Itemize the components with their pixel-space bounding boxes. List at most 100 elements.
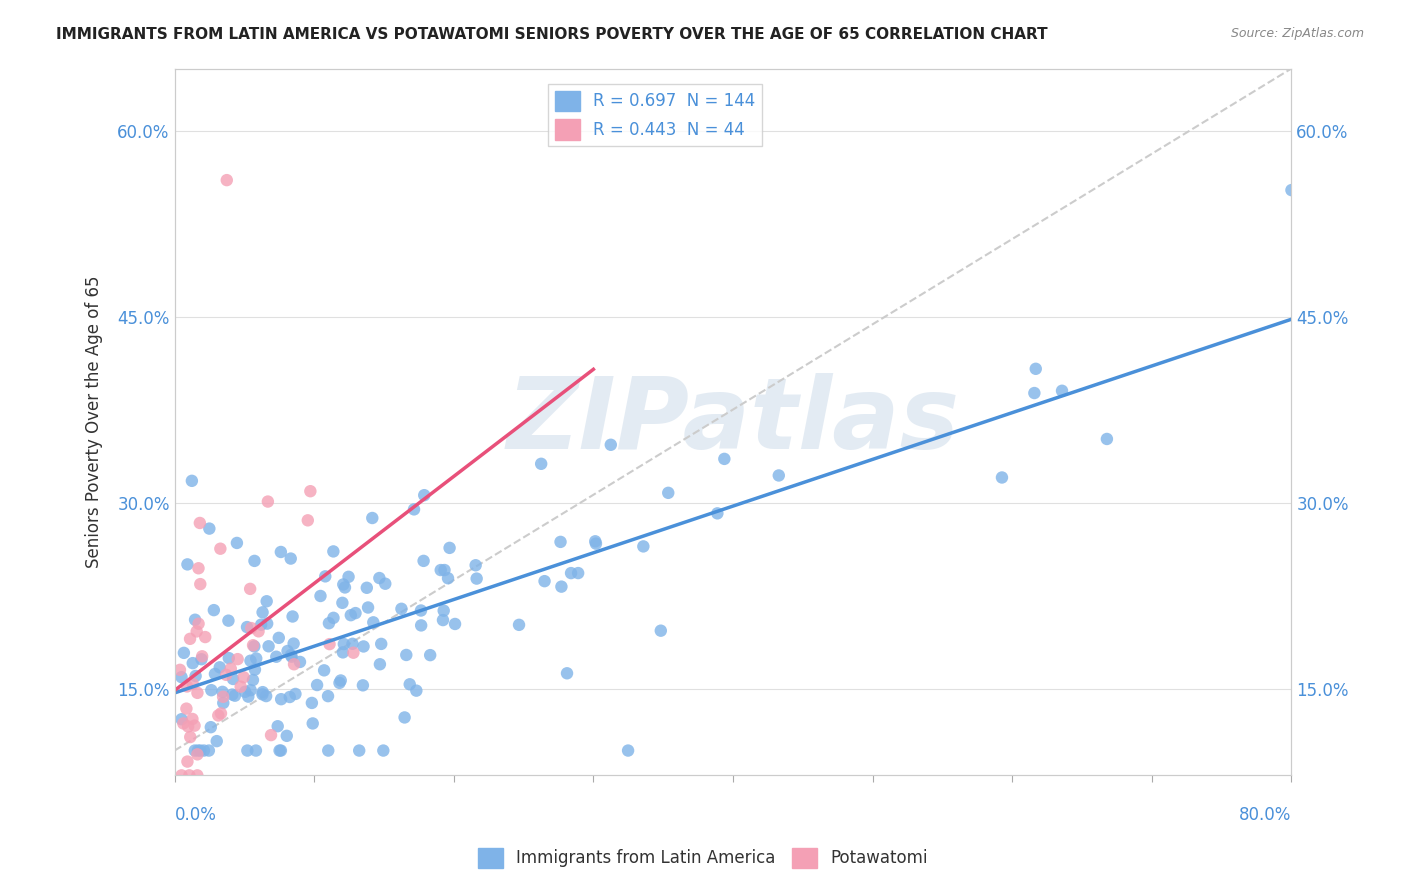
Point: [464, 558, 486, 573]
Point: [332, 577, 354, 591]
Point: [391, 602, 413, 616]
Point: [337, 570, 360, 584]
Point: [1024, 386, 1046, 401]
Point: [188, 516, 211, 530]
Point: [198, 743, 221, 757]
Point: [713, 451, 735, 466]
Point: [307, 678, 329, 692]
Point: [218, 651, 240, 665]
Point: [239, 582, 262, 596]
Point: [184, 613, 207, 627]
Point: [347, 743, 370, 757]
Point: [276, 729, 298, 743]
Point: [170, 712, 193, 726]
Point: [322, 544, 344, 558]
Point: [184, 669, 207, 683]
Point: [217, 614, 239, 628]
Point: [318, 616, 340, 631]
Point: [187, 743, 209, 757]
Point: [173, 646, 195, 660]
Point: [363, 615, 385, 630]
Point: [409, 603, 432, 617]
Point: [270, 545, 292, 559]
Point: [344, 606, 367, 620]
Point: [352, 678, 374, 692]
Point: [342, 646, 364, 660]
Point: [332, 596, 354, 610]
Point: [328, 676, 350, 690]
Point: [1281, 183, 1303, 197]
Point: [633, 540, 655, 554]
Point: [236, 743, 259, 757]
Point: [260, 728, 283, 742]
Point: [252, 685, 274, 699]
Point: [188, 577, 211, 591]
Point: [256, 616, 278, 631]
Point: [177, 719, 200, 733]
Point: [183, 719, 205, 733]
Point: [585, 536, 607, 550]
Legend: Immigrants from Latin America, Potawatomi: Immigrants from Latin America, Potawatom…: [471, 841, 935, 875]
Point: [284, 687, 307, 701]
Point: [280, 649, 302, 664]
Point: [181, 677, 204, 691]
Point: [1050, 384, 1073, 398]
Point: [333, 581, 356, 595]
Point: [374, 576, 396, 591]
Point: [437, 571, 460, 585]
Point: [208, 660, 231, 674]
Point: [242, 638, 264, 652]
Point: [433, 604, 456, 618]
Point: [169, 663, 191, 677]
Point: [309, 589, 332, 603]
Point: [226, 536, 249, 550]
Point: [215, 668, 238, 682]
Point: [219, 662, 242, 676]
Point: [187, 616, 209, 631]
Point: [193, 743, 215, 757]
Point: [200, 683, 222, 698]
Point: [229, 680, 252, 694]
Point: [243, 554, 266, 568]
Point: [617, 743, 640, 757]
Point: [1025, 361, 1047, 376]
Point: [270, 743, 292, 757]
Point: [550, 534, 572, 549]
Point: [277, 644, 299, 658]
Point: [314, 664, 336, 678]
Point: [283, 657, 305, 672]
Point: [301, 696, 323, 710]
Point: [179, 730, 201, 744]
Point: [267, 631, 290, 645]
Point: [212, 690, 235, 704]
Point: [186, 624, 208, 639]
Point: [238, 690, 260, 704]
Point: [368, 571, 391, 585]
Point: [250, 617, 273, 632]
Point: [207, 708, 229, 723]
Point: [394, 710, 416, 724]
Point: [340, 608, 363, 623]
Point: [221, 688, 243, 702]
Point: [316, 689, 339, 703]
Point: [342, 637, 364, 651]
Point: [650, 624, 672, 638]
Text: 80.0%: 80.0%: [1239, 806, 1292, 824]
Point: [254, 689, 277, 703]
Point: [209, 541, 232, 556]
Point: [266, 649, 288, 664]
Point: [243, 663, 266, 677]
Point: [257, 640, 280, 654]
Point: [252, 605, 274, 619]
Point: [368, 657, 391, 672]
Point: [222, 672, 245, 686]
Point: [444, 617, 467, 632]
Point: [599, 438, 621, 452]
Point: [176, 680, 198, 694]
Point: [299, 484, 322, 499]
Point: [205, 734, 228, 748]
Point: [583, 534, 606, 549]
Point: [245, 743, 267, 757]
Point: [245, 651, 267, 665]
Point: [1095, 432, 1118, 446]
